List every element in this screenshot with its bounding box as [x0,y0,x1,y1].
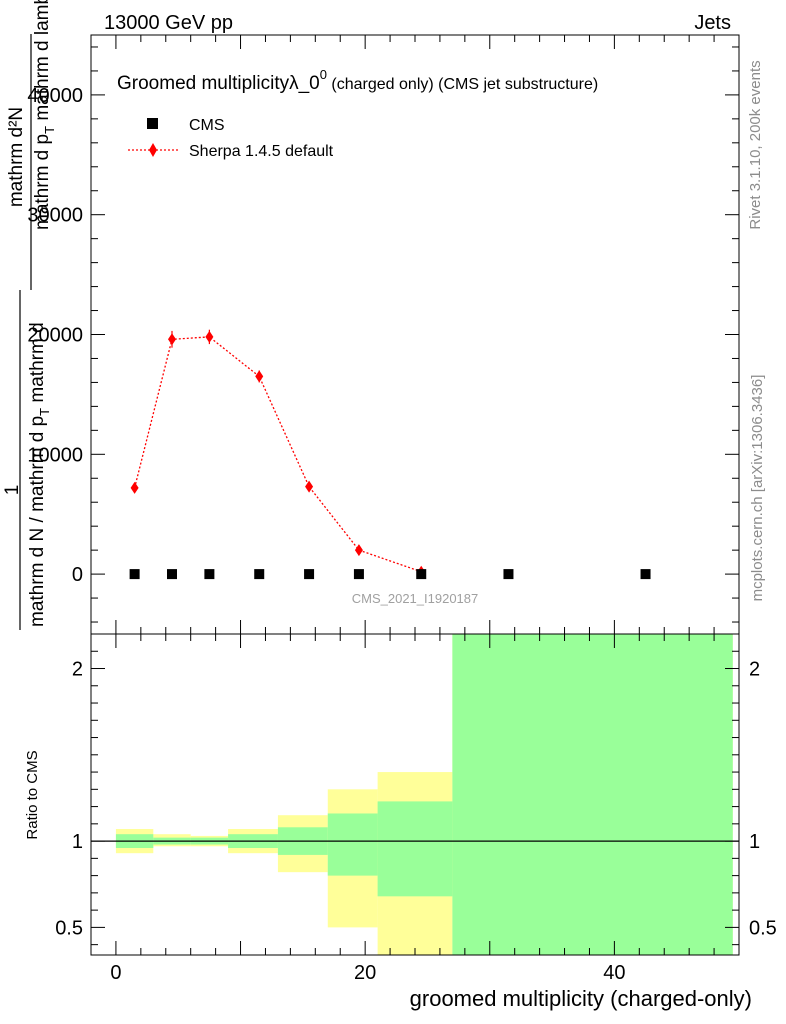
ratio-plot-frame [90,633,740,956]
sherpa-point [205,330,214,343]
plot-title: Groomed multiplicityλ_00 (charged only) … [117,67,598,94]
ratio-y-tick-label-right: 1 [749,831,760,853]
cms-point [640,569,651,580]
cms-point [304,569,315,580]
legend-cms-label: CMS [189,117,225,134]
rivet-version-label: Rivet 3.1.10, 200k events [747,60,764,229]
ratio-uncertainty-bands [115,634,733,955]
sherpa-line [133,336,422,573]
main-y-tick-label: 20000 [27,325,83,347]
ylabel-top-numerator: mathrm d²N [6,107,27,207]
main-y-tick-label: 40000 [27,85,83,107]
cms-series [129,569,651,580]
legend-sherpa-label: Sherpa 1.4.5 default [189,143,334,160]
main-y-axis-label: mathrm d²N mathrm d pT mathrm d lambda 1… [2,0,57,630]
sherpa-point [305,480,314,493]
ylabel-one: 1 [2,485,23,496]
main-y-tick-label: 0 [72,564,83,586]
cms-point [129,569,140,580]
sherpa-point [168,333,176,346]
ratio-x-ticks: 0 20 40 [110,634,715,984]
ratio-y-tick-label: 2 [72,659,83,681]
cms-point [254,569,265,580]
x-tick-label: 20 [354,962,376,984]
x-tick-label: 0 [110,962,121,984]
category-label: Jets [694,12,731,34]
main-x-ticks [115,35,715,634]
main-plot-panel: 0 10000 20000 30000 40000 [27,34,740,635]
sherpa-series [130,329,426,578]
sherpa-point [255,370,264,383]
ratio-y-tick-label: 0.5 [55,917,83,939]
main-y-ticks: 0 10000 20000 30000 40000 [27,46,739,623]
ratio-y-axis-label: Ratio to CMS [24,750,41,839]
cms-point [353,569,364,580]
sherpa-point [354,544,363,557]
ratio-green-band [452,634,733,955]
legend-cms-marker [147,118,158,129]
ratio-plot-panel: 0.5 0.5 1 1 2 2 0 20 40 [55,633,777,984]
mcplots-label: mcplots.cern.ch [arXiv:1306.3436] [749,375,766,602]
sherpa-point [130,481,139,494]
cms-point [416,569,427,580]
ratio-y-ticks: 0.5 0.5 1 1 2 2 [55,633,777,946]
main-y-tick-label: 30000 [27,205,83,227]
ratio-y-tick-label-right: 0.5 [749,917,777,939]
ylabel-bottom-numerator: mathrm d N / mathrm d pT mathrm d [27,322,52,627]
analysis-label: CMS_2021_I1920187 [352,591,479,606]
ratio-y-tick-label-right: 2 [749,659,760,681]
cms-point [167,569,177,580]
x-tick-label: 40 [603,962,625,984]
energy-label: 13000 GeV pp [104,12,233,34]
ylabel-top-denominator: mathrm d pT mathrm d lambda [32,0,57,230]
ratio-green-band [377,801,453,897]
ratio-green-band [327,813,378,876]
ratio-y-tick-label: 1 [72,831,83,853]
cms-point [503,569,514,580]
cms-point [204,569,215,580]
main-y-tick-label: 10000 [27,444,83,466]
x-axis-label: groomed multiplicity (charged-only) [410,986,752,1011]
legend: CMS Sherpa 1.4.5 default [128,117,334,160]
legend-sherpa-marker [149,143,157,157]
